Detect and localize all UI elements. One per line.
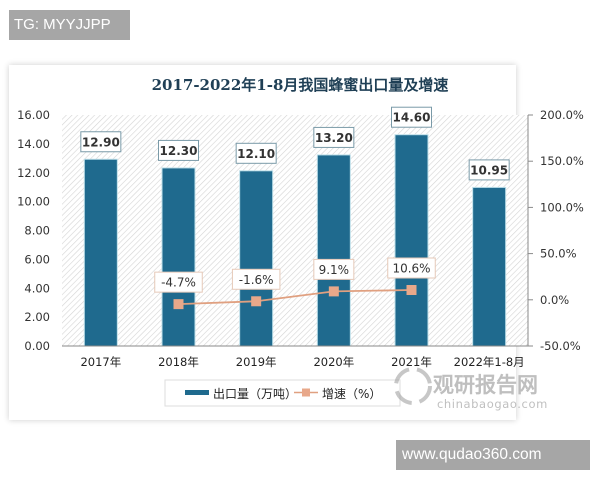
svg-text:chinabaogao.com: chinabaogao.com	[437, 397, 548, 411]
left-axis-tick-label: 0.00	[24, 339, 50, 353]
growth-marker	[328, 286, 339, 297]
bar-value-label: 12.90	[82, 135, 120, 149]
growth-value-label-box	[231, 268, 281, 290]
growth-marker	[173, 299, 184, 310]
x-axis-labels: 2017年 2018年 2019年 2020年 2021年 2022年1-8月	[80, 355, 524, 369]
right-axis-tick-label: -50.0%	[540, 339, 581, 353]
svg-text:增速（%）: 增速（%）	[322, 387, 381, 401]
bar	[317, 155, 350, 346]
bar-value-label: 12.10	[237, 147, 275, 161]
bar	[473, 187, 506, 346]
bar-value-label-box	[158, 139, 199, 161]
bar-value-label-box	[391, 106, 432, 128]
logo-swirl-icon	[394, 367, 432, 405]
right-axis-tick-label: 100.0%	[540, 200, 584, 214]
left-axis-tick-label: 6.00	[24, 252, 50, 266]
growth-value-label: -1.6%	[239, 273, 274, 287]
bar-value-label-box	[80, 131, 122, 153]
line-series: -4.7% -1.6% 9.1% 10.6%	[154, 257, 436, 310]
chart-title: 2017-2022年1-8月我国蜂蜜出口量及增速	[152, 76, 449, 94]
plot-area	[62, 115, 528, 346]
bar	[240, 171, 273, 346]
x-axis-tick-label: 2017年	[80, 355, 121, 369]
bar-series: 12.90 12.30 12.10 13.20 14.60 10.95	[80, 106, 510, 346]
bar	[84, 159, 117, 346]
left-axis-tick-label: 10.00	[17, 195, 50, 209]
right-axis-tick-label: 0.0%	[540, 293, 569, 307]
legend-bar-swatch-icon	[185, 390, 209, 395]
bar-value-label: 10.95	[470, 163, 508, 177]
growth-value-label-box	[313, 258, 355, 280]
left-axis: 0.00 2.00 4.00 6.00 8.00 10.00 12.00 14.00 16.00	[17, 108, 50, 353]
watermark-bottom: www.qudao360.com	[396, 440, 590, 470]
left-axis-tick-label: 4.00	[24, 281, 50, 295]
right-axis-tick-label: 150.0%	[540, 154, 584, 168]
bar-value-label-box	[235, 142, 277, 164]
watermark-top: TG: MYYJJPP	[9, 10, 130, 40]
legend-item-export-volume: 出口量（万吨）	[185, 387, 297, 401]
bar	[162, 168, 195, 346]
x-axis-tick-label: 2018年	[158, 355, 199, 369]
bar-value-label-box	[468, 159, 510, 181]
x-axis-tick-label: 2022年1-8月	[454, 355, 525, 369]
right-axis-tick-label: 200.0%	[540, 108, 584, 122]
svg-text:观研报告网: 观研报告网	[433, 373, 538, 397]
bar-value-label-box	[313, 126, 355, 148]
legend-item-growth-rate: 增速（%）	[294, 387, 381, 401]
growth-value-label: -4.7%	[161, 276, 196, 290]
left-axis-tick-label: 14.00	[17, 137, 50, 151]
left-axis-tick-label: 8.00	[24, 224, 50, 238]
right-axis: -50.0% 0.0% 50.0% 100.0% 150.0% 200.0%	[528, 108, 584, 353]
chinabaogao-logo: 观研报告网 chinabaogao.com	[394, 367, 548, 411]
bar-value-label: 14.60	[393, 111, 431, 125]
x-axis-tick-label: 2019年	[236, 355, 277, 369]
left-axis-tick-label: 12.00	[17, 166, 50, 180]
x-axis-tick-label: 2020年	[313, 355, 354, 369]
growth-marker	[251, 296, 262, 307]
growth-marker	[406, 285, 417, 296]
bar-value-label: 12.30	[160, 144, 198, 158]
bar-value-label: 13.20	[315, 131, 353, 145]
growth-value-label-box	[154, 271, 203, 293]
x-axis-tick-label: 2021年	[391, 355, 432, 369]
growth-line	[178, 289, 412, 306]
legend: 出口量（万吨） 增速（%）	[164, 379, 401, 407]
bar	[395, 135, 428, 346]
left-axis-tick-label: 2.00	[24, 310, 50, 324]
svg-text:出口量（万吨）: 出口量（万吨）	[213, 387, 297, 401]
growth-value-label-box	[387, 257, 436, 279]
growth-value-label: 10.6%	[392, 262, 430, 276]
left-axis-tick-label: 16.00	[17, 108, 50, 122]
growth-value-label: 9.1%	[319, 263, 350, 277]
legend-marker-icon	[302, 388, 310, 397]
right-axis-tick-label: 50.0%	[540, 247, 577, 261]
